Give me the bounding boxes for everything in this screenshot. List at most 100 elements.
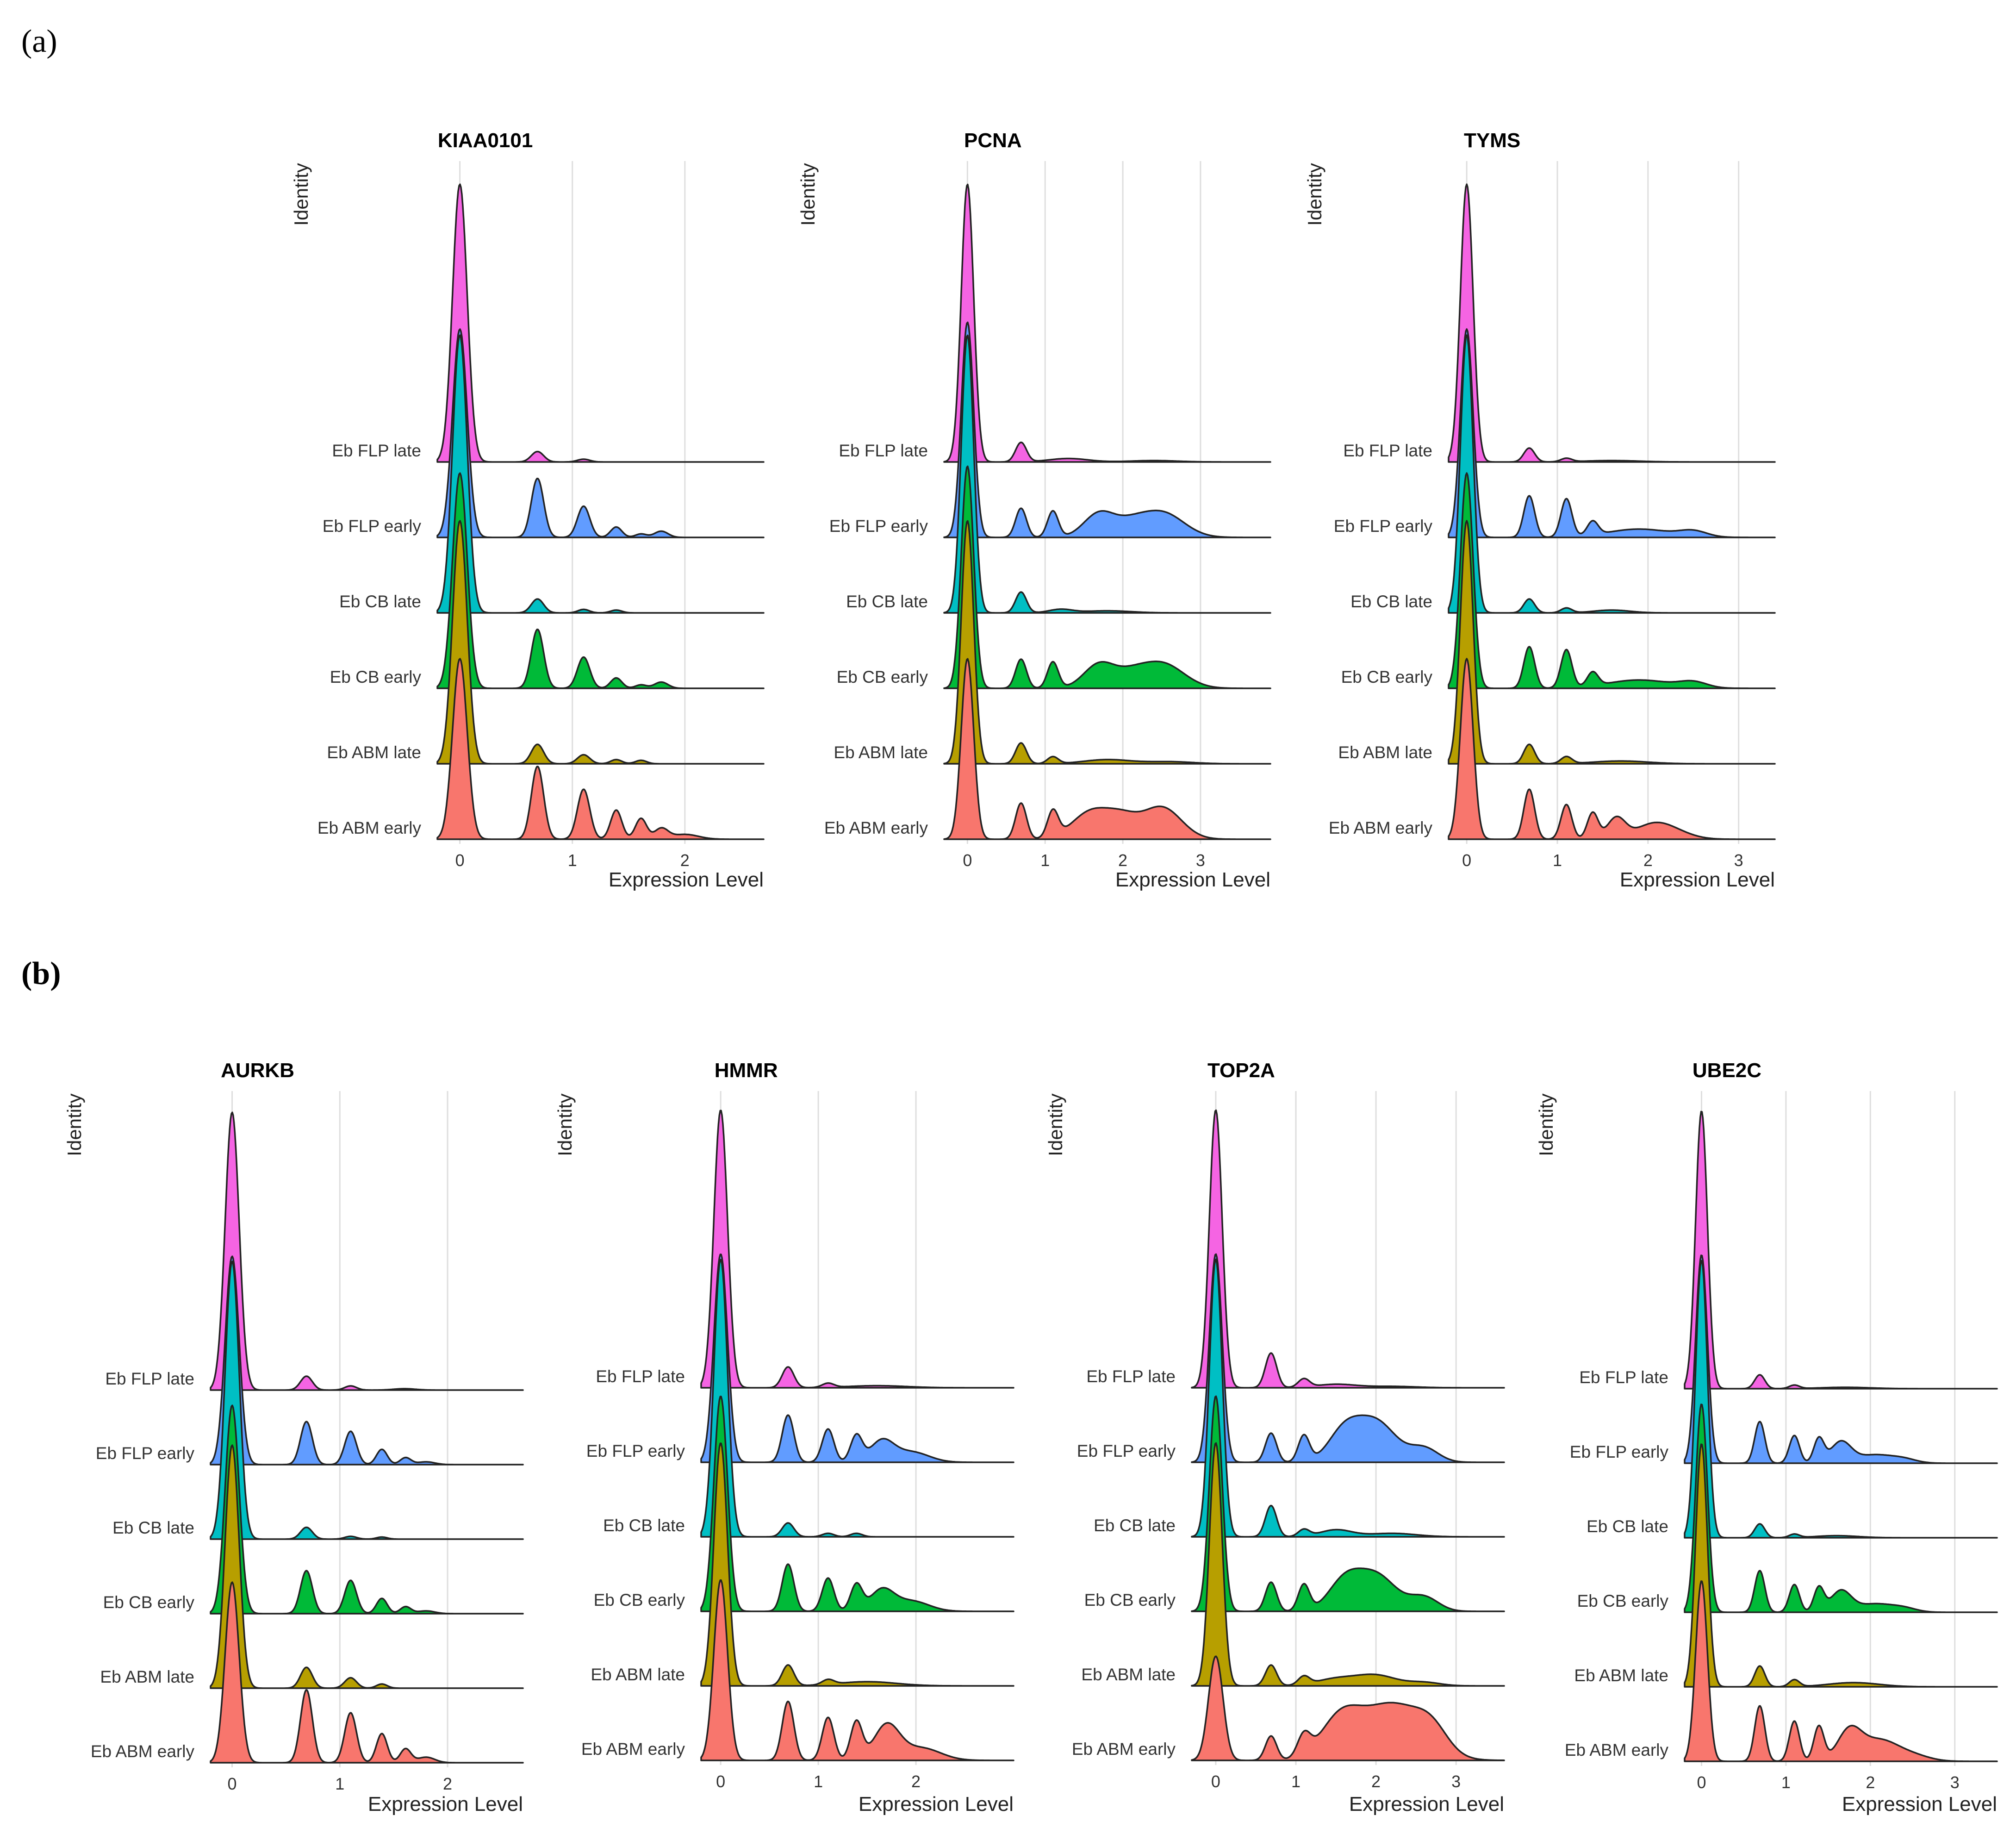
ridgeline-chart-kiaa0101: KIAA0101 Identity Eb ABM early Eb ABM late E…: [290, 129, 765, 891]
ridge-eb-abm-late: [1448, 520, 1776, 765]
ridge-eb-cb-late: [943, 334, 1271, 614]
category-label: Eb ABM early: [581, 1740, 685, 1759]
chart-title: TOP2A: [1207, 1059, 1275, 1082]
category-label: Eb CB early: [1577, 1591, 1669, 1610]
panel-label-a: (a): [21, 24, 57, 59]
category-label: Eb CB late: [846, 592, 928, 611]
chart-title: TYMS: [1464, 129, 1520, 152]
ridge-eb-flp-early: [1448, 328, 1776, 538]
category-label: Eb FLP late: [596, 1367, 685, 1386]
x-tick-label: 3: [1734, 851, 1743, 870]
y-axis-label: Identity: [63, 1093, 85, 1156]
x-tick-label: 3: [1196, 851, 1205, 870]
ridge-eb-flp-late: [210, 1111, 524, 1391]
ridge-eb-cb-late: [1191, 1258, 1505, 1538]
chart-title: HMMR: [715, 1059, 778, 1082]
chart-title: UBE2C: [1692, 1059, 1761, 1082]
x-tick-label: 0: [963, 851, 972, 870]
category-label: Eb CB late: [1350, 592, 1432, 611]
panel-label-b: (b): [21, 956, 61, 992]
ridge-eb-abm-early: [1684, 1580, 1998, 1762]
x-tick-label: 1: [568, 851, 577, 870]
ridge-eb-cb-early: [210, 1404, 524, 1615]
x-tick-label: 3: [1451, 1772, 1461, 1791]
category-label: Eb FLP early: [829, 517, 928, 536]
x-tick-label: 3: [1950, 1773, 1960, 1792]
ridge-eb-abm-late: [1684, 1443, 1998, 1688]
category-label: Eb FLP late: [332, 441, 421, 460]
x-axis-label: Expression Level: [1115, 868, 1270, 891]
category-label: Eb FLP early: [1570, 1442, 1669, 1461]
ridge-eb-flp-late: [1684, 1110, 1998, 1390]
panel-label-a-text: (a): [21, 24, 57, 59]
category-label: Eb FLP late: [1579, 1368, 1668, 1387]
category-label: Eb CB late: [1094, 1516, 1176, 1535]
ridge-eb-flp-early: [1191, 1253, 1505, 1463]
ridge-eb-abm-early: [436, 658, 765, 840]
x-tick-label: 0: [1462, 851, 1471, 870]
panel-label-b-text: (b): [21, 956, 61, 992]
ridge-eb-cb-early: [1684, 1404, 1998, 1613]
y-axis-label: Identity: [1304, 163, 1325, 225]
chart-title: PCNA: [964, 129, 1022, 152]
category-label: Eb FLP early: [1334, 517, 1433, 536]
x-axis-label: Expression Level: [1842, 1793, 1997, 1815]
category-label: Eb FLP early: [96, 1444, 195, 1463]
ridge-eb-abm-early: [1448, 658, 1776, 840]
x-axis-label: Expression Level: [859, 1793, 1014, 1815]
x-tick-label: 0: [1697, 1773, 1706, 1792]
category-label: Eb ABM early: [1072, 1740, 1176, 1759]
ridge-eb-flp-early: [436, 328, 765, 538]
category-label: Eb FLP early: [323, 517, 422, 536]
ridge-eb-flp-early: [210, 1255, 524, 1466]
ridgeline-chart-aurkb: AURKB Identity Eb ABM early Eb ABM late Eb C…: [63, 1059, 524, 1815]
y-axis-label: Identity: [1045, 1093, 1066, 1156]
x-tick-label: 2: [911, 1772, 921, 1791]
ridge-eb-cb-early: [1448, 472, 1776, 689]
ridge-eb-flp-late: [1448, 183, 1776, 463]
x-tick-label: 2: [680, 851, 690, 870]
ridge-eb-cb-late: [210, 1260, 524, 1540]
category-label: Eb ABM early: [91, 1742, 195, 1761]
ridge-eb-abm-late: [700, 1442, 1014, 1687]
x-axis-label: Expression Level: [1349, 1793, 1504, 1815]
ridge-eb-flp-late: [943, 183, 1271, 463]
x-tick-label: 2: [1371, 1772, 1381, 1791]
category-label: Eb CB late: [603, 1516, 685, 1535]
x-tick-label: 0: [228, 1774, 237, 1793]
ridge-eb-cb-early: [436, 472, 765, 689]
category-label: Eb ABM early: [1329, 818, 1433, 837]
ridge-eb-abm-early: [210, 1581, 524, 1764]
x-tick-label: 1: [1781, 1773, 1791, 1792]
ridge-eb-abm-early: [700, 1579, 1014, 1761]
ridge-eb-cb-late: [436, 334, 765, 614]
x-axis-label: Expression Level: [368, 1793, 523, 1815]
category-label: Eb ABM early: [317, 818, 422, 837]
x-tick-label: 0: [1211, 1772, 1220, 1791]
category-label: Eb ABM late: [327, 743, 421, 762]
category-label: Eb FLP late: [839, 441, 928, 460]
category-label: Eb CB late: [1587, 1517, 1668, 1536]
ridge-eb-abm-late: [943, 520, 1271, 765]
ridge-eb-flp-early: [1684, 1254, 1998, 1464]
x-tick-label: 1: [1040, 851, 1050, 870]
category-label: Eb FLP early: [586, 1441, 685, 1460]
category-label: Eb CB early: [103, 1593, 195, 1612]
charts-container: KIAA0101 Identity Eb ABM early Eb ABM late E…: [63, 129, 1998, 1815]
x-axis-label: Expression Level: [1620, 868, 1775, 891]
category-label: Eb CB late: [112, 1518, 194, 1537]
x-tick-label: 1: [814, 1772, 823, 1791]
x-tick-label: 2: [1118, 851, 1127, 870]
category-label: Eb CB early: [837, 667, 928, 686]
ridge-eb-abm-early: [943, 658, 1271, 840]
x-tick-label: 2: [1643, 851, 1653, 870]
chart-title: KIAA0101: [438, 129, 533, 152]
ridge-eb-flp-late: [700, 1110, 1014, 1389]
ridge-eb-flp-late: [1191, 1109, 1505, 1389]
ridge-eb-cb-early: [943, 465, 1271, 689]
x-tick-label: 1: [335, 1774, 344, 1793]
y-axis-label: Identity: [290, 163, 312, 225]
ridge-eb-cb-late: [1684, 1260, 1998, 1539]
category-label: Eb CB early: [1084, 1591, 1176, 1609]
